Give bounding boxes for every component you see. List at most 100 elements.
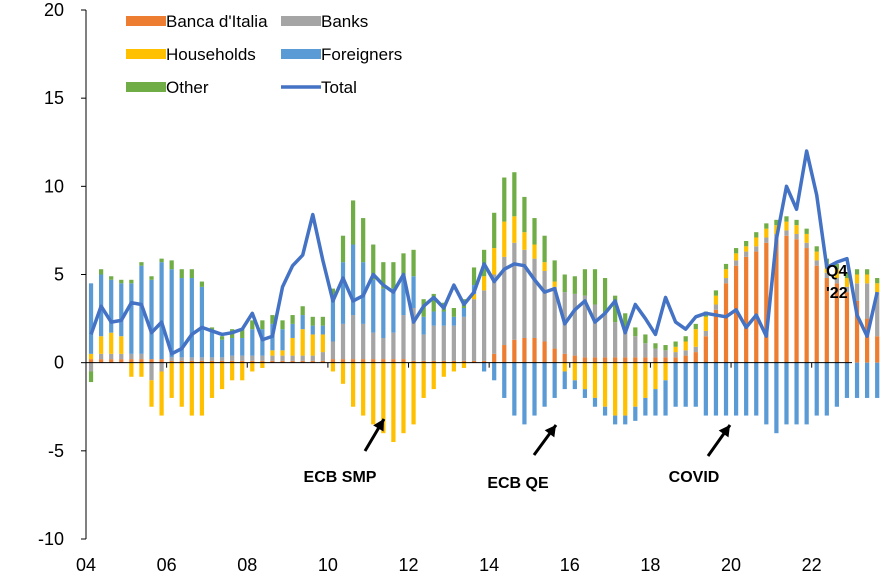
bar-households <box>391 362 396 443</box>
bar-households <box>844 278 850 287</box>
annotation-arrow-head <box>718 425 730 438</box>
bar-banks <box>744 251 749 257</box>
bar-foreigners <box>613 415 618 425</box>
bar-households <box>411 362 416 425</box>
bar-households <box>159 371 164 416</box>
bar-foreigners <box>673 362 678 407</box>
bar-households <box>361 362 366 416</box>
bar-households <box>774 225 779 234</box>
bar-households <box>572 362 577 381</box>
x-tick-label: 04 <box>76 555 96 575</box>
bar-households <box>673 346 678 353</box>
bar-foreigners <box>199 286 205 358</box>
bar-foreigners <box>804 362 809 425</box>
bar-banca_italia <box>482 360 487 363</box>
bar-banks <box>109 353 114 360</box>
bar-other <box>492 212 497 249</box>
end-label-quarter: Q4 <box>826 263 847 280</box>
bar-households <box>330 362 336 372</box>
bar-households <box>522 232 527 250</box>
bar-banca_italia <box>119 359 124 363</box>
bar-other <box>199 281 205 287</box>
bar-banks <box>260 355 265 361</box>
bar-banks <box>613 322 618 358</box>
bar-banca_italia <box>602 357 608 363</box>
bar-households <box>189 362 194 416</box>
bar-households <box>875 283 880 293</box>
bar-banks <box>814 260 819 266</box>
bar-banca_italia <box>643 357 648 363</box>
bar-banks <box>482 290 487 361</box>
bar-households <box>623 362 628 416</box>
bar-other <box>844 272 850 279</box>
bar-banca_italia <box>784 235 789 363</box>
bar-households <box>663 362 668 381</box>
annotation-label: ECB SMP <box>304 469 377 486</box>
bar-banca_italia <box>371 359 376 363</box>
bar-banca_italia <box>522 337 527 363</box>
bar-foreigners <box>502 362 507 398</box>
bar-banks <box>764 237 769 243</box>
x-tick-label: 22 <box>802 555 822 575</box>
bar-foreigners <box>371 279 376 333</box>
bar-foreigners <box>401 279 406 316</box>
bar-other <box>784 216 789 222</box>
bar-banks <box>844 286 850 293</box>
bar-households <box>633 362 638 407</box>
bar-households <box>230 362 235 381</box>
bar-banks <box>865 283 870 319</box>
bar-banca_italia <box>310 360 315 363</box>
bar-banks <box>129 353 134 360</box>
bar-banca_italia <box>613 357 618 363</box>
bar-banca_italia <box>512 339 517 363</box>
bar-banks <box>290 355 295 361</box>
bar-other <box>219 336 225 340</box>
bar-foreigners <box>139 265 144 354</box>
bar-foreigners <box>441 311 446 326</box>
bar-foreigners <box>290 323 295 338</box>
bar-households <box>340 362 346 384</box>
bar-foreigners <box>320 325 325 335</box>
bar-foreigners <box>179 278 184 358</box>
bar-banca_italia <box>230 360 235 363</box>
bar-foreigners <box>814 362 819 416</box>
bar-other <box>280 320 285 330</box>
bar-foreigners <box>109 279 114 333</box>
bar-other <box>673 341 678 347</box>
bar-other <box>764 223 769 229</box>
bar-foreigners <box>794 362 799 425</box>
bar-households <box>703 316 708 331</box>
bar-foreigners <box>159 262 164 360</box>
bar-households <box>492 248 497 275</box>
bar-households <box>562 362 567 372</box>
bar-banca_italia <box>723 283 729 363</box>
bar-foreigners <box>300 315 305 330</box>
bar-households <box>421 362 426 398</box>
bar-households <box>804 233 809 243</box>
bar-other <box>713 290 719 296</box>
bar-foreigners <box>461 308 467 317</box>
annotation-arrow-head <box>373 419 384 432</box>
bar-foreigners <box>562 371 567 390</box>
y-tick-label: -5 <box>48 441 64 461</box>
bar-foreigners <box>733 362 739 416</box>
bar-banks <box>310 355 315 361</box>
bar-banca_italia <box>381 359 386 363</box>
axes-layer: 20 15 10 5 0 -5 -10 04 06 08 10 12 14 16 18 20 22 <box>38 0 852 575</box>
bar-banca_italia <box>552 348 557 363</box>
legend-label-total: Total <box>321 78 357 97</box>
bar-banca_italia <box>320 360 325 363</box>
bar-banks <box>663 350 668 358</box>
legend-label-other: Other <box>166 78 209 97</box>
bar-foreigners <box>764 362 769 425</box>
bar-other <box>371 244 376 280</box>
bar-banca_italia <box>411 360 416 363</box>
bar-banca_italia <box>633 357 638 363</box>
bar-foreigners <box>129 283 134 354</box>
bar-banca_italia <box>159 359 164 363</box>
bar-banks <box>532 258 537 338</box>
bar-households <box>441 362 446 377</box>
bar-banca_italia <box>713 309 719 363</box>
bar-banks <box>512 242 517 340</box>
y-tick-label: 20 <box>44 0 64 20</box>
